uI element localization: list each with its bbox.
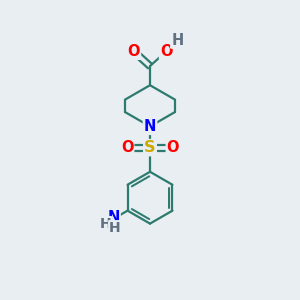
Text: N: N: [144, 119, 156, 134]
Text: O: O: [121, 140, 133, 155]
Text: H: H: [109, 221, 121, 235]
Text: H: H: [100, 217, 111, 231]
Text: H: H: [171, 33, 184, 48]
Text: O: O: [128, 44, 140, 59]
Text: O: O: [167, 140, 179, 155]
Text: O: O: [160, 44, 172, 59]
Text: N: N: [107, 210, 120, 225]
Text: S: S: [144, 140, 156, 155]
